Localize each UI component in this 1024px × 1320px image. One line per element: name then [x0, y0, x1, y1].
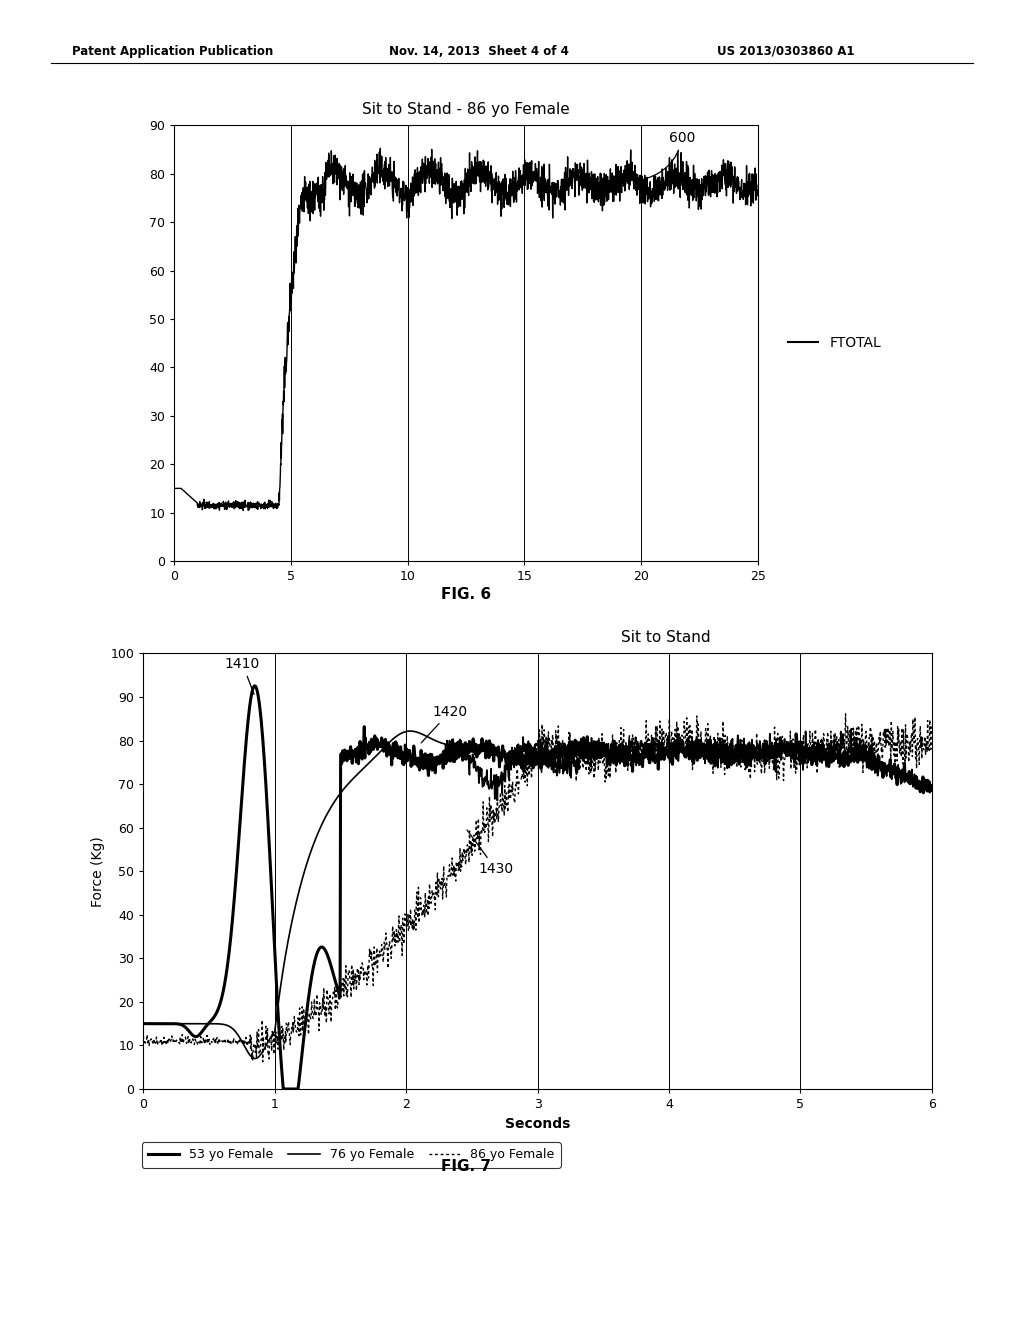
- Title: Sit to Stand - 86 yo Female: Sit to Stand - 86 yo Female: [362, 102, 569, 117]
- Text: Patent Application Publication: Patent Application Publication: [72, 45, 273, 58]
- Text: Sit to Stand: Sit to Stand: [622, 630, 711, 645]
- Legend: 53 yo Female, 76 yo Female, 86 yo Female: 53 yo Female, 76 yo Female, 86 yo Female: [141, 1142, 561, 1168]
- Text: FIG. 7: FIG. 7: [441, 1159, 490, 1173]
- Text: 1430: 1430: [467, 830, 514, 876]
- Text: US 2013/0303860 A1: US 2013/0303860 A1: [717, 45, 854, 58]
- Text: FIG. 6: FIG. 6: [441, 587, 490, 602]
- Text: 1410: 1410: [225, 657, 260, 694]
- Text: 1420: 1420: [421, 705, 468, 743]
- Legend: FTOTAL: FTOTAL: [782, 330, 887, 356]
- Text: 600: 600: [648, 131, 695, 178]
- Y-axis label: Force (Kg): Force (Kg): [91, 836, 104, 907]
- Text: Nov. 14, 2013  Sheet 4 of 4: Nov. 14, 2013 Sheet 4 of 4: [389, 45, 569, 58]
- X-axis label: Seconds: Seconds: [505, 1117, 570, 1131]
